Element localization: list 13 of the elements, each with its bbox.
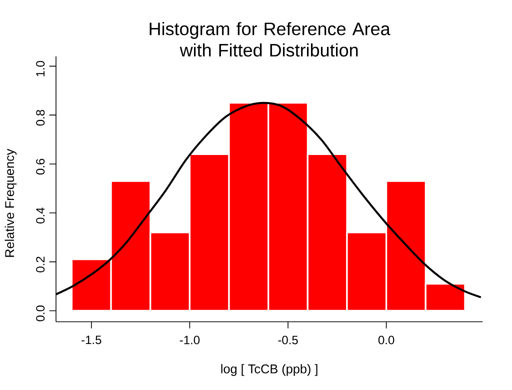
x-tick-label: -1.0 <box>180 336 200 344</box>
chart-title: Histogram for Reference Area with Fitted Distribution <box>150 22 390 57</box>
y-tick-label: 0.0 <box>36 306 45 322</box>
y-tick-label: 0.4 <box>36 208 45 224</box>
y-axis-title: Relative Frequency <box>4 148 17 257</box>
y-tick-label: 1.0 <box>36 60 45 76</box>
x-axis-title: log [ TcCB (ppb) ] <box>221 364 318 376</box>
y-tick-label: 0.8 <box>36 110 45 126</box>
x-tick-label: -0.5 <box>278 336 298 344</box>
y-tick-label: 0.6 <box>36 158 45 175</box>
y-tick-label: 0.2 <box>36 256 45 272</box>
x-tick-label: -1.5 <box>82 336 102 344</box>
x-tick-label: 0.0 <box>378 336 394 344</box>
